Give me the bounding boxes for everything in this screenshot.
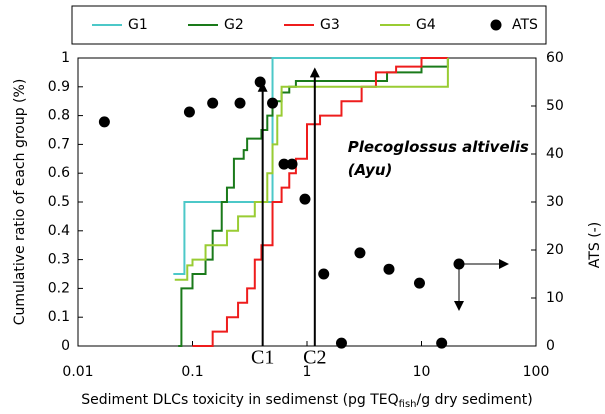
ats-point	[318, 268, 330, 280]
ats-point	[383, 263, 395, 275]
ats-point	[436, 337, 448, 349]
y2-tick-label: 0	[546, 338, 555, 354]
ats-point	[254, 76, 266, 88]
ats-point	[413, 277, 425, 289]
legend-label: G2	[224, 17, 244, 33]
y-tick-label: 0.4	[48, 223, 70, 239]
y-tick-label: 0.6	[48, 165, 70, 181]
x-label-sub: fish	[399, 399, 417, 410]
legend-label: ATS	[512, 17, 538, 33]
threshold-label: C1	[251, 347, 274, 369]
ats-point	[183, 106, 195, 118]
ats-point	[278, 158, 290, 170]
step-line	[174, 58, 449, 281]
ats-point	[354, 247, 366, 259]
y-tick-label: 0	[61, 338, 70, 354]
species-label: (Ayu)	[348, 161, 393, 179]
y2-tick-label: 30	[546, 194, 564, 210]
ats-point	[286, 158, 298, 170]
y-tick-label: 0.2	[48, 280, 70, 296]
x-tick-label: 10	[413, 364, 431, 380]
x-label-part: /g dry sediment)	[417, 392, 533, 408]
y2-tick-label: 60	[546, 50, 564, 66]
ats-point	[335, 337, 347, 349]
ats-point	[234, 97, 246, 109]
x-tick-label: 100	[523, 364, 550, 380]
y2-axis-label: ATS (-)	[587, 222, 603, 268]
ats-point	[207, 97, 219, 109]
y2-tick-label: 50	[546, 98, 564, 114]
x-tick-label: 1	[303, 364, 312, 380]
species-label: Plecoglossus altivelis	[348, 138, 529, 156]
y-tick-label: 0.7	[48, 136, 70, 152]
ats-point	[299, 193, 311, 205]
x-tick-label: 0.1	[181, 364, 203, 380]
step-line	[173, 57, 448, 275]
legend-label: G3	[320, 17, 340, 33]
threshold-label: C2	[303, 347, 326, 369]
y2-tick-label: 10	[546, 290, 564, 306]
x-tick-label: 0.01	[62, 364, 93, 380]
y-tick-label: 0.3	[48, 252, 70, 268]
y-tick-label: 0.8	[48, 108, 70, 124]
y-tick-label: 0.5	[48, 194, 70, 210]
legend-label: G1	[128, 17, 148, 33]
ats-point	[98, 116, 110, 128]
ats-point	[267, 97, 279, 109]
legend-marker	[490, 19, 502, 31]
y2-tick-label: 40	[546, 146, 564, 162]
legend-frame	[71, 5, 547, 45]
x-label-part: Sediment DLCs toxicity in sedimenst (pg …	[81, 392, 398, 408]
legend-label: G4	[416, 17, 436, 33]
x-axis-label: Sediment DLCs toxicity in sedimenst (pg …	[81, 392, 532, 410]
y-tick-label: 0.9	[48, 79, 70, 95]
y2-tick-label: 20	[546, 242, 564, 258]
y-tick-label: 1	[61, 50, 70, 66]
step-line	[178, 58, 449, 347]
step-line	[192, 57, 448, 347]
y-axis-label: Cumulative ratio of each group (%)	[12, 79, 28, 326]
y-tick-label: 0.1	[48, 309, 70, 325]
